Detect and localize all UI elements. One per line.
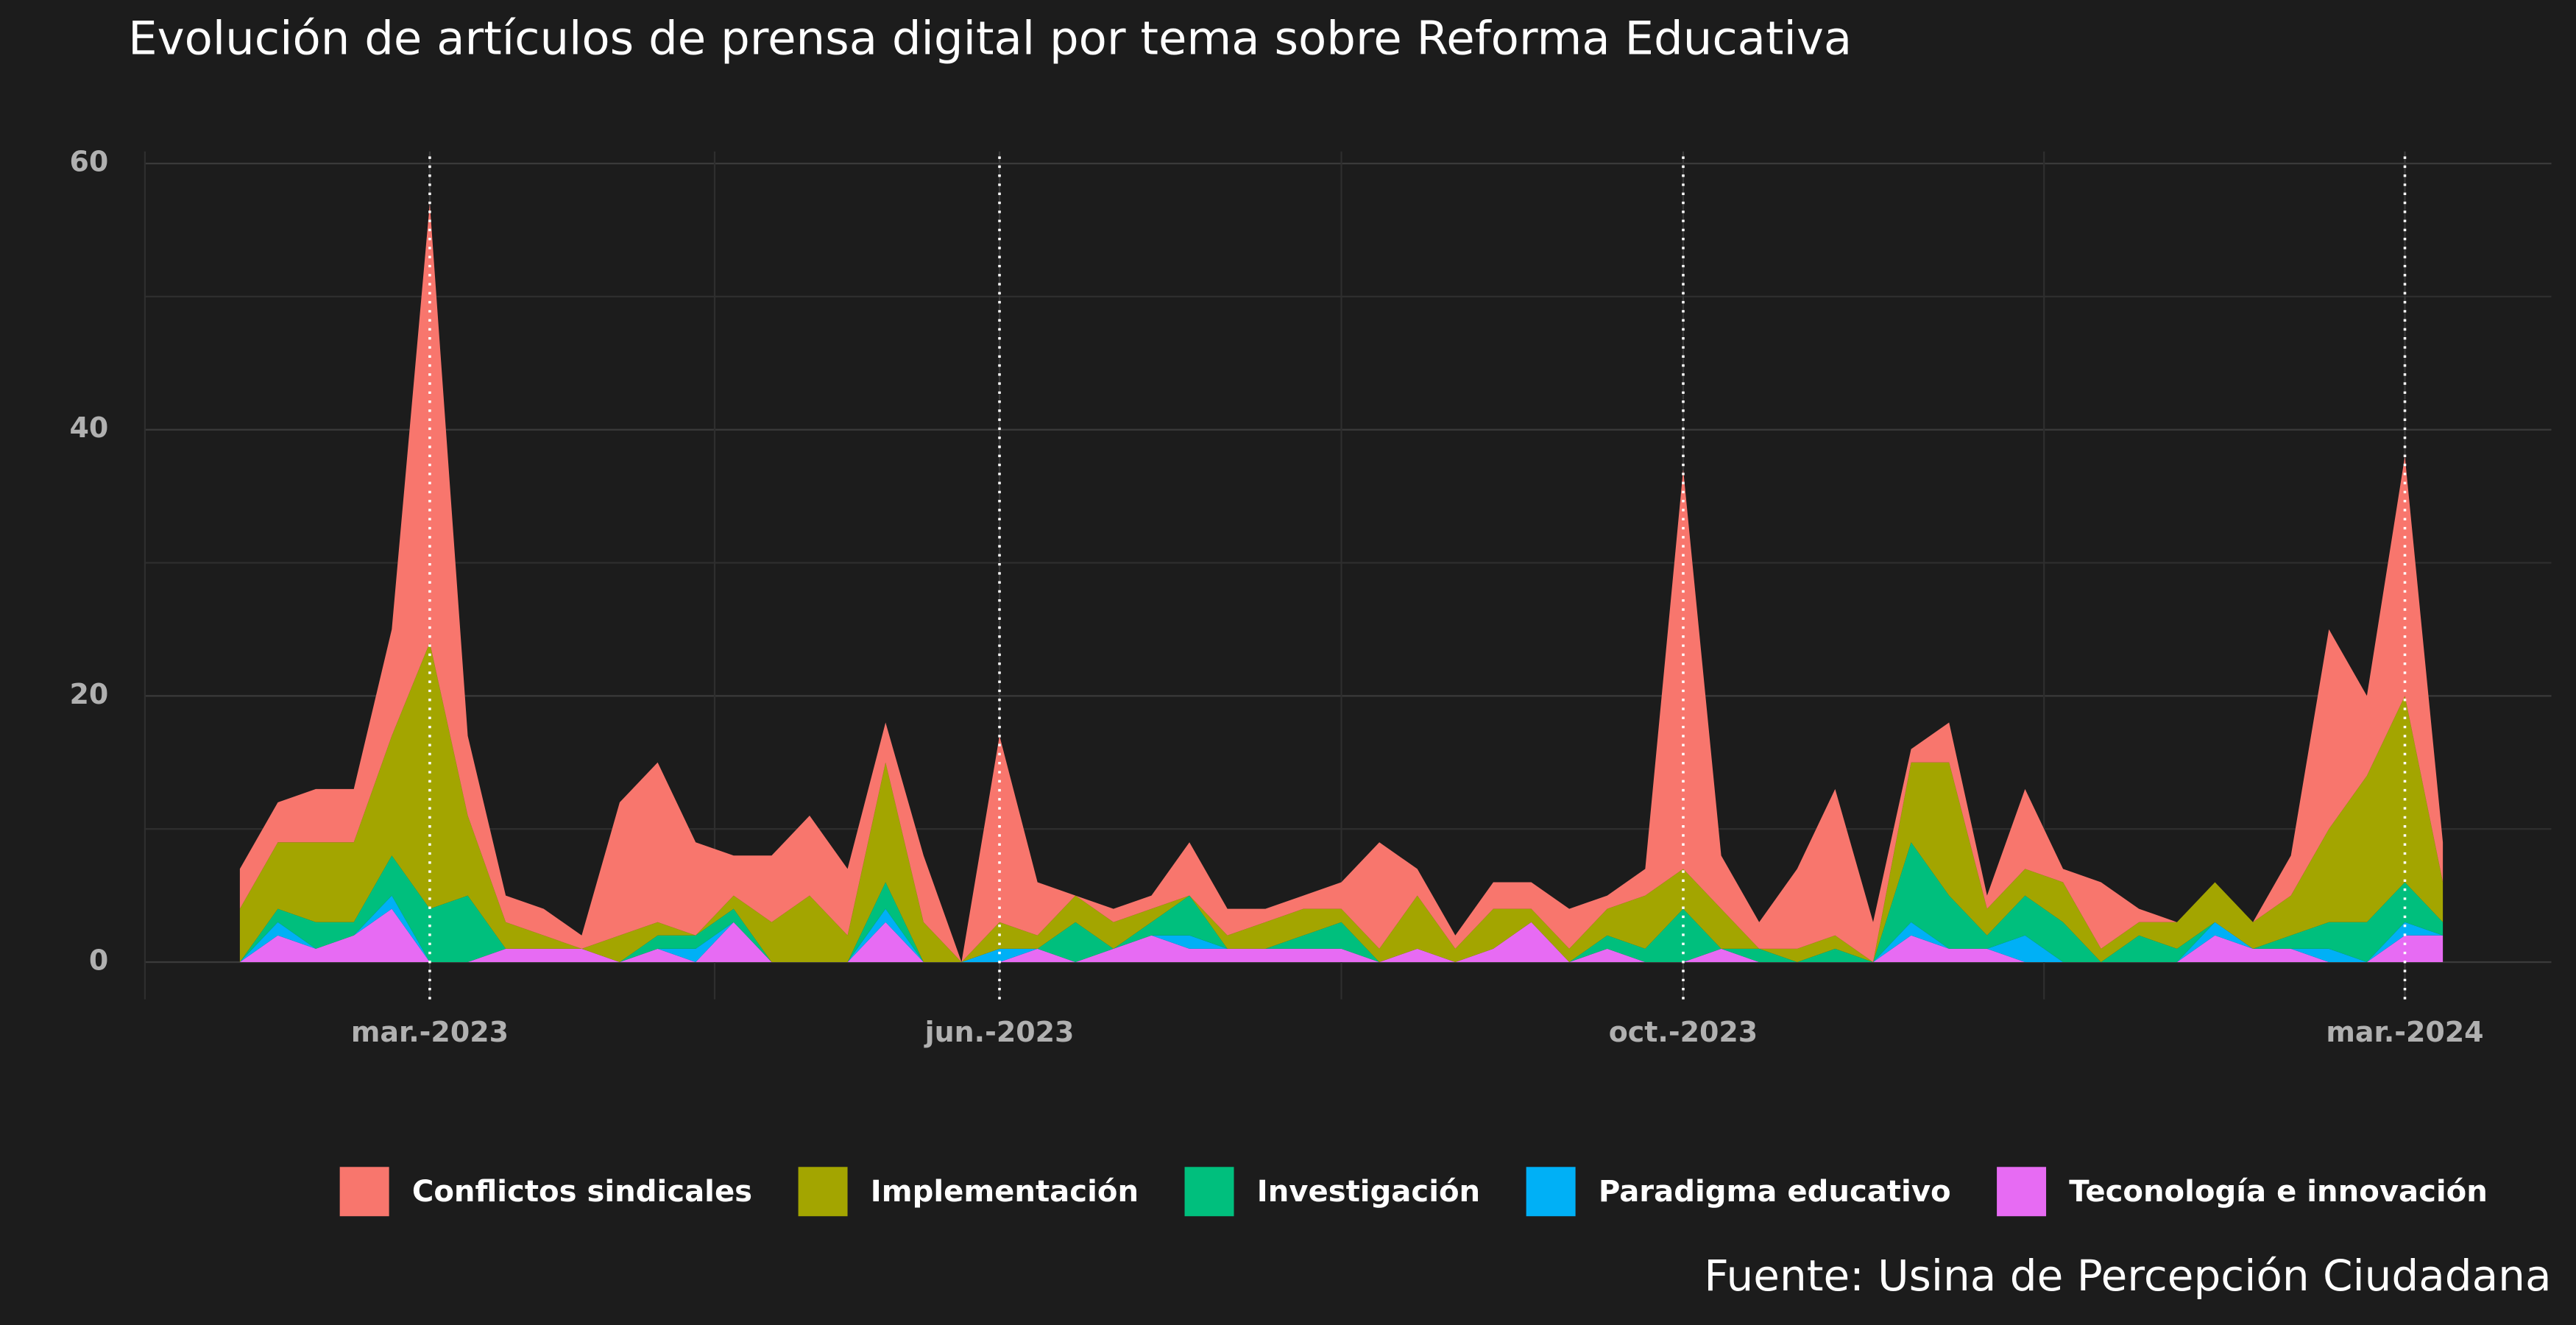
legend-item: Implementación [798,1167,1139,1217]
legend-item: Paradigma educativo [1526,1167,1951,1217]
x-tick-label: mar.-2023 [351,1016,509,1048]
y-tick-label: 0 [89,944,108,976]
legend-item: Investigación [1184,1167,1480,1217]
y-tick-label: 20 [70,678,109,710]
legend-label: Implementación [871,1175,1139,1209]
legend-swatch [1184,1167,1234,1217]
x-tick-label: jun.-2023 [924,1016,1075,1048]
legend-swatch [1997,1167,2047,1217]
x-tick-label: oct.-2023 [1609,1016,1758,1048]
caption: Fuente: Usina de Percepción Ciudadana [1704,1251,2551,1301]
legend-label: Conflictos sindicales [412,1175,752,1209]
legend-item: Teconología e innovación [1997,1167,2488,1217]
areas [239,203,2444,962]
legend-label: Teconología e innovación [2069,1175,2488,1209]
area [239,895,2444,962]
x-tick-label: mar.-2024 [2326,1016,2483,1048]
legend-item: Conflictos sindicales [339,1167,752,1217]
legend-swatch [1526,1167,1576,1217]
axes: 0 20 40 60 mar.-2023 jun.-2023 oct.-2023 mar.-2… [70,146,2484,1048]
area [239,908,2444,962]
area [239,842,2444,962]
legend-swatch [798,1167,848,1217]
chart-title: Evolución de artículos de prensa digital… [128,11,1852,65]
area [239,643,2444,962]
legend-label: Paradigma educativo [1599,1175,1951,1209]
y-tick-label: 40 [70,411,109,444]
legend-label: Investigación [1257,1175,1480,1209]
legend-swatch [339,1167,389,1217]
y-tick-label: 60 [70,146,109,178]
legend: Conflictos sindicales Implementación Inves… [339,1167,2488,1217]
